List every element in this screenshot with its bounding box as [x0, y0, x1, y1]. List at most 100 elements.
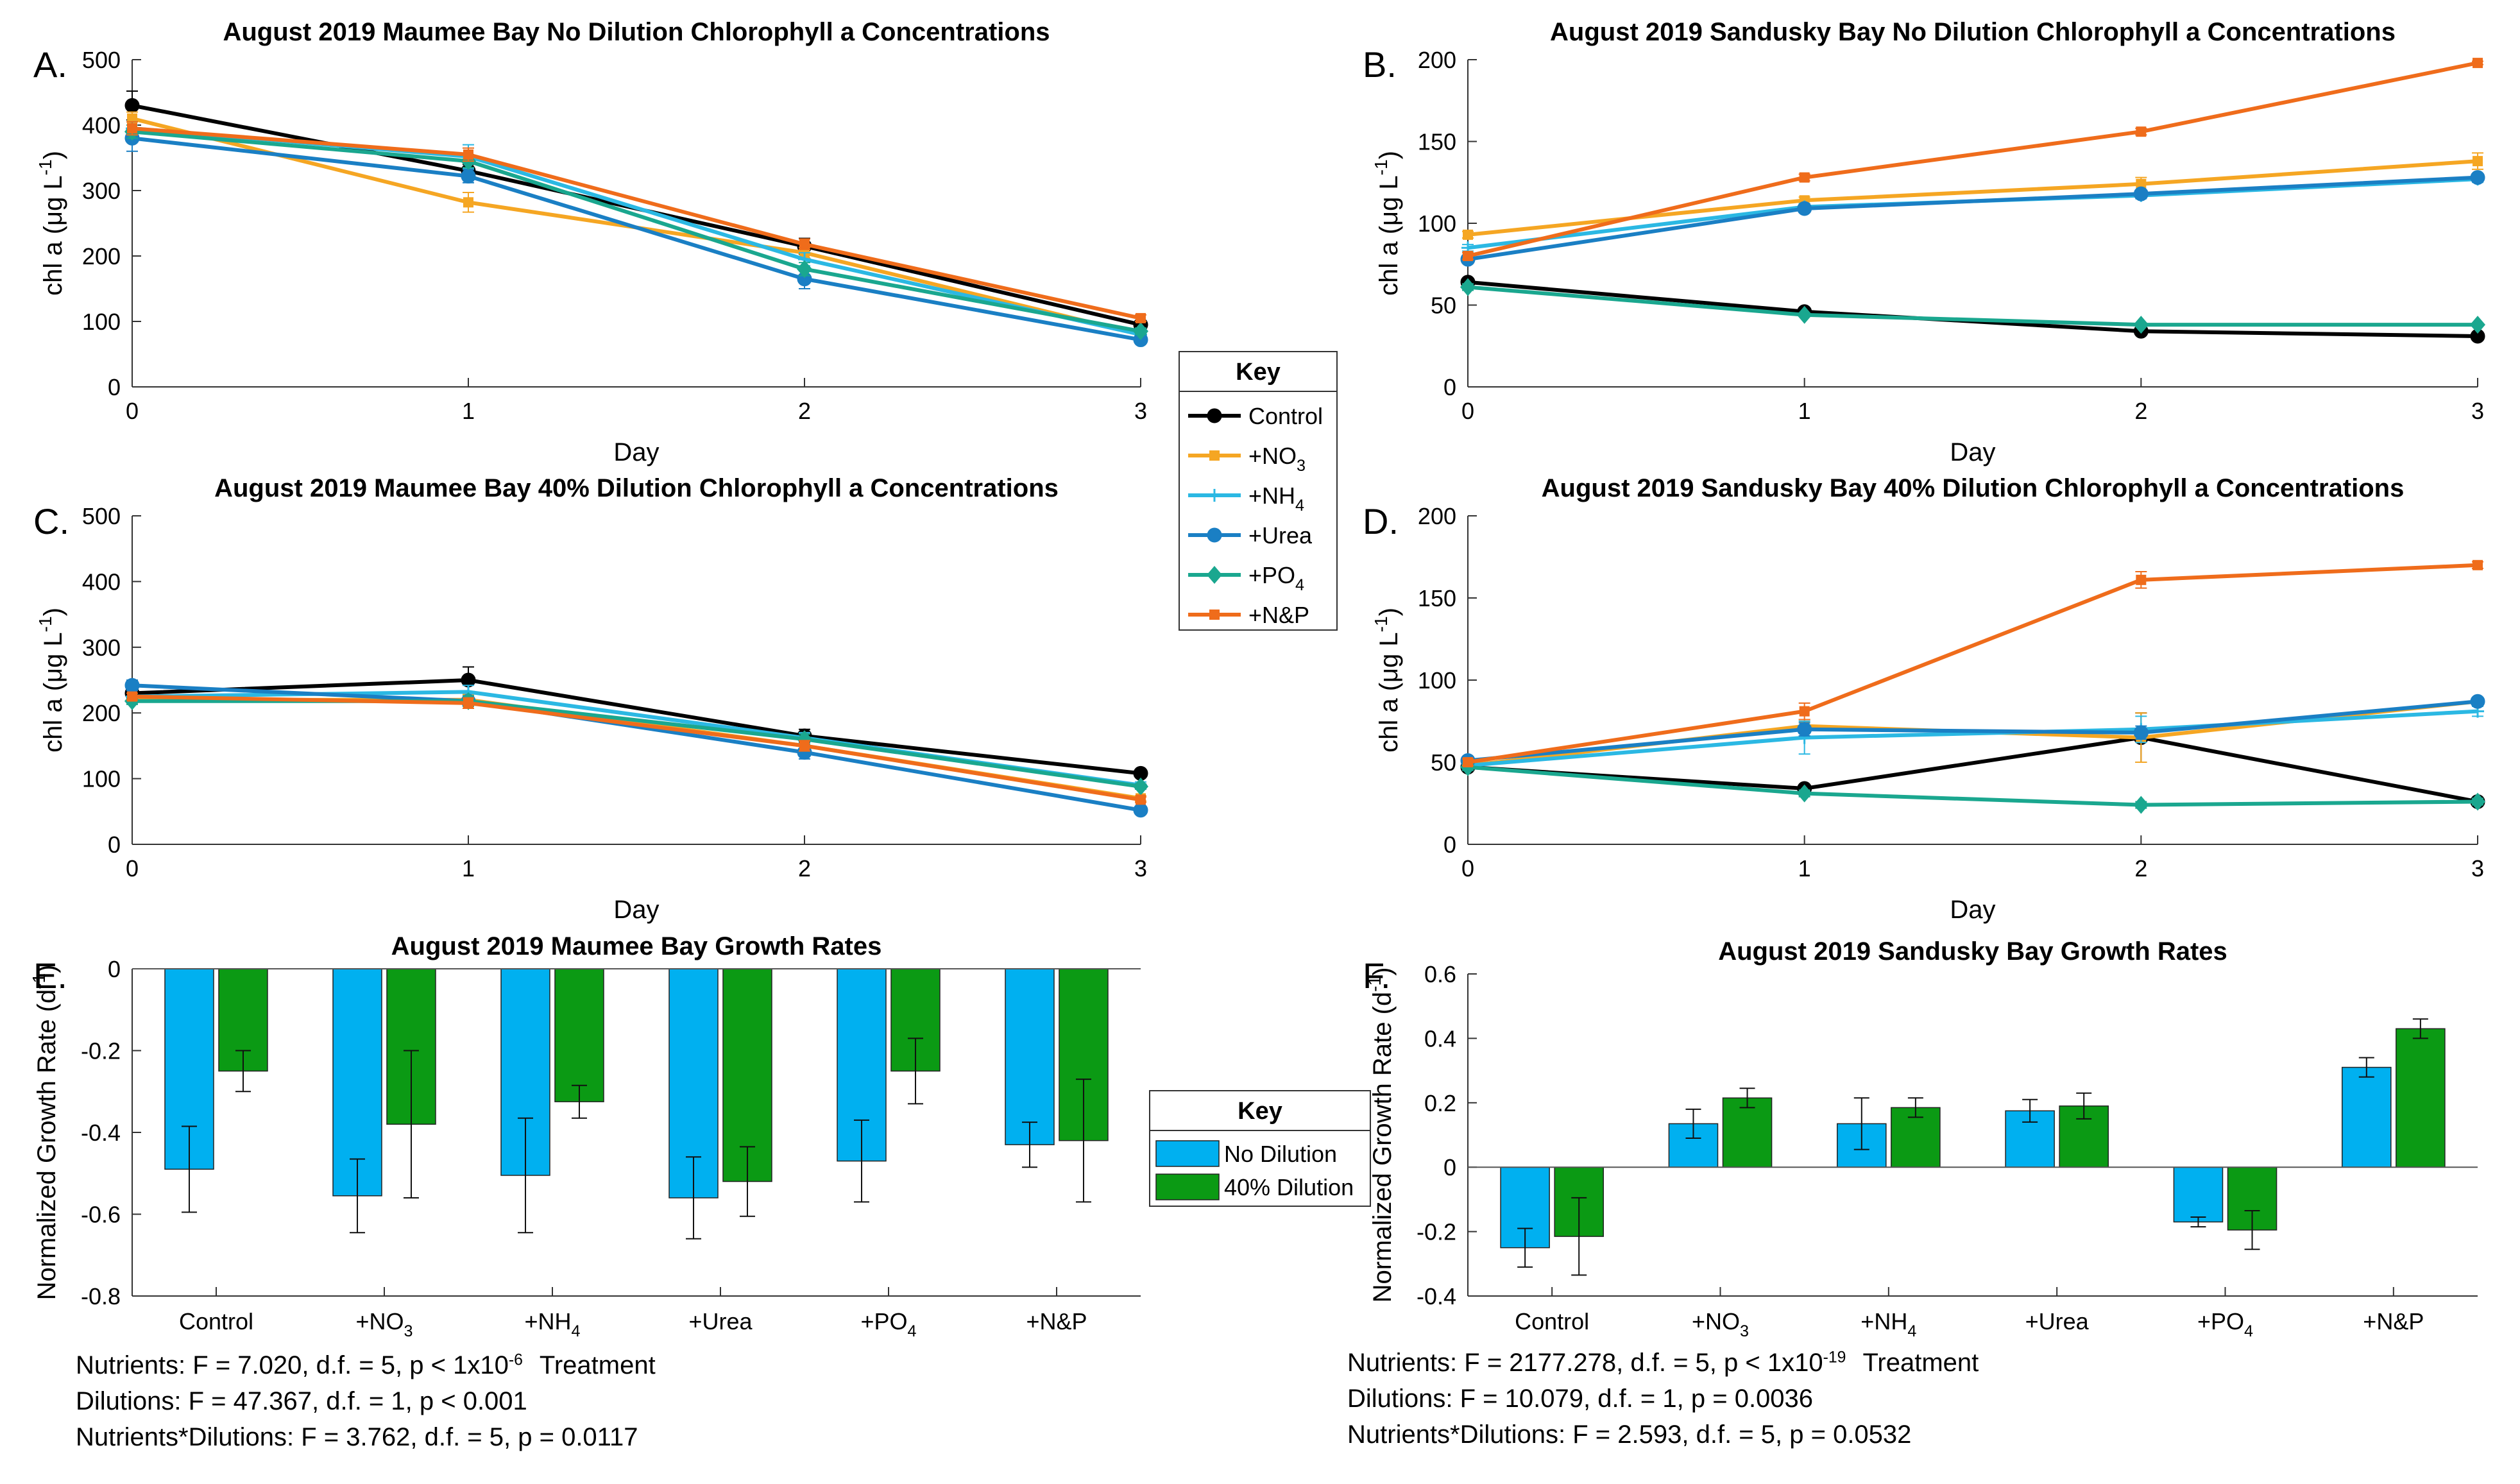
x-tick-label: 2 [2134, 398, 2147, 424]
series-line [132, 136, 1141, 342]
ylabel-tail: ) [1368, 968, 1397, 976]
label-subscript: 3 [404, 1322, 413, 1340]
data-point [2133, 316, 2149, 334]
ylabel-superscript: -1 [1371, 159, 1391, 175]
y-tick-label: 50 [1431, 293, 1456, 319]
stats-e-interaction: Nutrients*Dilutions: F = 3.762, d.f. = 5… [76, 1423, 638, 1451]
legend-label: +Urea [1248, 522, 1313, 549]
y-tick-label: 150 [1418, 585, 1456, 611]
legend-entry: Control [1188, 403, 1323, 429]
ylabel-superscript: -1 [35, 159, 55, 175]
x-tick-label: 3 [2471, 855, 2484, 882]
category-label: +NO3 [1692, 1308, 1749, 1340]
label-main: +NH [524, 1308, 571, 1335]
ylabel-main: chl a (μg L [39, 175, 67, 296]
series-line [132, 683, 1141, 812]
data-point [1797, 722, 1812, 737]
data-point [2133, 186, 2149, 201]
stats-f-interaction: Nutrients*Dilutions: F = 2.593, d.f. = 5… [1347, 1420, 1912, 1449]
stats-panel-e: Nutrients: F = 7.020, d.f. = 5, p < 1x10… [76, 1347, 656, 1455]
y-tick-label: 0.2 [1424, 1090, 1456, 1116]
stats-e-nutrients-exp: -6 [508, 1351, 523, 1369]
label-main: +NO [1248, 443, 1297, 469]
category-label: +N&P [2363, 1308, 2424, 1335]
panel-label: F. [1363, 955, 1391, 996]
series-line [1467, 563, 2478, 764]
y-tick-label: -0.2 [81, 1038, 121, 1064]
series-line [1467, 61, 2478, 258]
legend-box [1179, 351, 1338, 631]
series-line [1467, 175, 2478, 262]
ylabel-main: chl a (μg L [1375, 175, 1403, 296]
legend-title: Key [1238, 1098, 1282, 1125]
data-point [127, 113, 137, 124]
bar [1722, 1097, 1773, 1168]
y-tick-label: 50 [1431, 749, 1456, 776]
line-chart-b: 0 50 100 150 200 0 1 2 3 Day chl a (μg L-1) August … [1363, 18, 2485, 466]
series-np [1462, 58, 2483, 261]
legend-marker [1209, 450, 1220, 461]
x-tick-label: 1 [1798, 855, 1811, 882]
data-point [1797, 201, 1812, 216]
label-main: +PO [2197, 1308, 2244, 1335]
data-point [2133, 725, 2149, 740]
y-tick-label: 0 [1443, 374, 1456, 400]
ylabel-tail: ) [39, 151, 67, 159]
y-axis-label: chl a (μg L-1) [1371, 608, 1403, 753]
bar [2396, 1028, 2446, 1168]
data-point [1136, 794, 1146, 805]
category-label: +NH4 [1860, 1308, 1916, 1340]
y-tick-label: 300 [82, 635, 121, 661]
ylabel-tail: ) [1375, 608, 1403, 616]
x-tick-label: 3 [1134, 855, 1147, 882]
x-tick-label: 2 [798, 855, 811, 882]
x-tick-label: 3 [1134, 398, 1147, 424]
series-line [132, 130, 1141, 334]
label-subscript: 4 [908, 1322, 917, 1340]
data-point [1133, 322, 1148, 341]
series-np [1462, 559, 2483, 767]
x-tick-label: 1 [462, 855, 475, 882]
category-label: +NO3 [355, 1308, 413, 1340]
data-point [2470, 170, 2485, 185]
label-subscript: 3 [1740, 1322, 1749, 1340]
ylabel-superscript: -1 [35, 616, 55, 632]
line-chart-c: 0 100 200 300 400 500 0 1 2 3 Day chl a (μg L-1) Aug… [33, 474, 1148, 924]
panel-label: E. [33, 955, 67, 996]
chart-title: August 2019 Maumee Bay No Dilution Chlor… [223, 18, 1050, 46]
y-tick-label: 400 [82, 112, 121, 139]
data-point [1799, 706, 1810, 717]
legend-entry: +NO3 [1188, 443, 1306, 475]
stats-e-nutrients: Nutrients: F = 7.020, d.f. = 5, p < 1x10… [76, 1347, 656, 1383]
y-tick-label: 150 [1418, 129, 1456, 155]
data-point [797, 260, 812, 278]
category-label: Control [179, 1308, 253, 1335]
y-axis-label: chl a (μg L-1) [35, 151, 67, 296]
x-tick-label: 0 [1461, 398, 1474, 424]
series-po4 [1460, 758, 2485, 814]
y-axis-label: Normalized Growth Rate (d-1) [1365, 968, 1397, 1303]
panel-label: B. [1363, 44, 1397, 85]
y-tick-label: 300 [82, 178, 121, 204]
ylabel-tail: ) [33, 965, 61, 973]
x-axis-label: Day [613, 438, 659, 466]
plot-area [132, 60, 1141, 387]
data-point [2470, 694, 2485, 709]
x-axis-label: Day [1950, 896, 1995, 924]
category-label: +PO4 [860, 1308, 916, 1340]
ylabel-main: Normalized Growth Rate (d [33, 989, 61, 1301]
series-line [132, 126, 1141, 320]
line-chart-d: 0 50 100 150 200 0 1 2 3 Day chl a (μg L-1) August … [1363, 474, 2485, 924]
y-tick-label: -0.8 [81, 1283, 121, 1309]
x-tick-label: 3 [2471, 398, 2484, 424]
data-point [2470, 316, 2485, 334]
data-point [2136, 126, 2147, 137]
stats-f-treatment: Treatment [1862, 1349, 1979, 1377]
plot-area [1468, 516, 2478, 844]
legend-label: No Dilution [1224, 1141, 1337, 1167]
label-subscript: 4 [1907, 1322, 1916, 1340]
y-tick-label: -0.4 [1417, 1283, 1456, 1309]
